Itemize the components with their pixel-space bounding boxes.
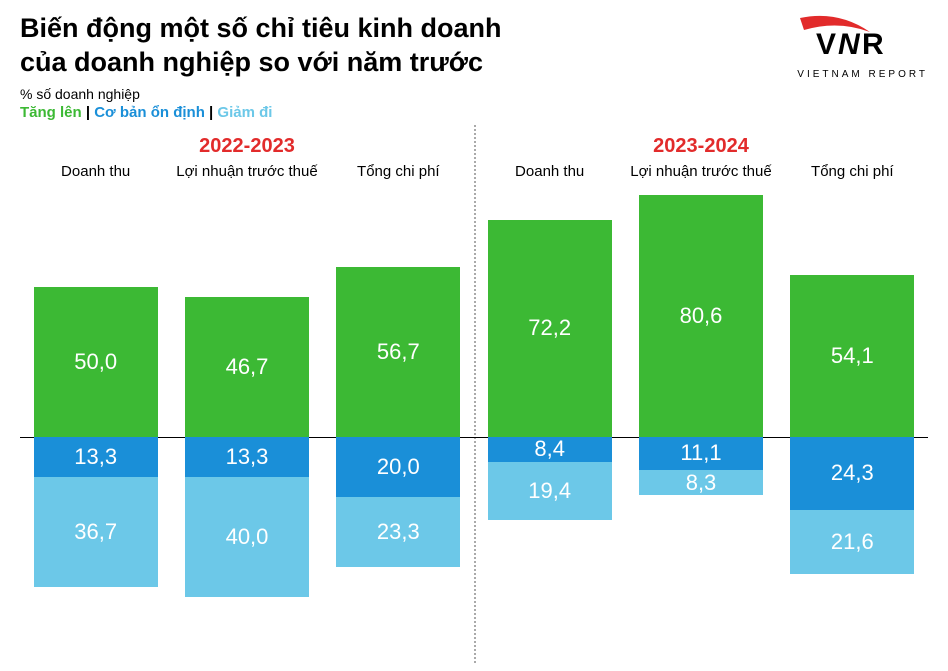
bar-segment-decrease: 23,3 [336,497,460,567]
bar-value-increase: 56,7 [377,339,420,365]
bar-segment-increase: 72,2 [488,220,612,437]
category-label: Doanh thu [474,163,625,180]
legend-decrease: Giảm đi [217,104,272,121]
bar-value-increase: 50,0 [74,349,117,375]
bar-segment-stable: 11,1 [639,437,763,470]
header: Biến động một số chỉ tiêu kinh doanh của… [20,12,928,121]
legend-stable: Cơ bản ổn định [94,104,205,121]
bar-column: 46,7 13,3 40,0 [185,187,309,663]
bar-value-stable: 11,1 [680,440,721,466]
bar-segment-decrease: 21,6 [790,510,914,575]
bar-segment-decrease: 40,0 [185,477,309,597]
logo-subtitle: VIETNAM REPORT [797,69,928,80]
bar-value-stable: 20,0 [377,454,420,480]
title-line2: của doanh nghiệp so với năm trước [20,47,483,77]
bar-segment-stable: 13,3 [185,437,309,477]
subtitle: % số doanh nghiệp [20,86,502,102]
bar-segment-stable: 20,0 [336,437,460,497]
category-label: Tổng chi phí [323,163,474,180]
bar-value-decrease: 21,6 [831,529,874,555]
bar-value-decrease: 19,4 [528,478,571,504]
bar-column: 56,7 20,0 23,3 [336,187,460,663]
bar-value-stable: 8,4 [534,436,565,462]
bar-column: 80,6 11,1 8,3 [639,187,763,663]
bar-column: 50,0 13,3 36,7 [34,187,158,663]
bar-column: 72,2 8,4 19,4 [488,187,612,663]
logo-icon: V N R [798,14,928,62]
bar-segment-increase: 56,7 [336,267,460,437]
logo-text: N [838,28,861,61]
category-label: Lợi nhuận trước thuế [625,163,776,180]
bar-segment-stable: 24,3 [790,437,914,510]
bar-value-increase: 46,7 [226,354,269,380]
bar-segment-decrease: 8,3 [639,470,763,495]
period-label: 2022-2023 [20,135,474,158]
legend-increase: Tăng lên [20,104,82,121]
legend: Tăng lên | Cơ bản ổn định | Giảm đi [20,104,502,121]
title-block: Biến động một số chỉ tiêu kinh doanh của… [20,12,502,121]
bar-column: 54,1 24,3 21,6 [790,187,914,663]
bar-value-stable: 13,3 [74,444,117,470]
bar-segment-increase: 80,6 [639,195,763,437]
bar-segment-increase: 54,1 [790,275,914,437]
period-divider [474,125,476,663]
logo-text: R [862,28,884,61]
bar-segment-increase: 46,7 [185,297,309,437]
bar-segment-stable: 8,4 [488,437,612,462]
bar-segment-increase: 50,0 [34,287,158,437]
bar-value-stable: 13,3 [226,444,269,470]
category-label: Tổng chi phí [777,163,928,180]
bar-value-increase: 72,2 [528,315,571,341]
bar-value-stable: 24,3 [831,460,874,486]
legend-separator: | [86,104,94,121]
bar-segment-decrease: 19,4 [488,462,612,520]
category-label: Lợi nhuận trước thuế [171,163,322,180]
chart-area: 2022-20232023-2024 Doanh thuLợi nhuận tr… [20,135,928,663]
title-line1: Biến động một số chỉ tiêu kinh doanh [20,13,502,43]
bar-value-decrease: 36,7 [74,519,117,545]
bar-segment-decrease: 36,7 [34,477,158,587]
bar-value-decrease: 8,3 [686,470,717,496]
bar-value-decrease: 23,3 [377,519,420,545]
bar-value-decrease: 40,0 [226,524,269,550]
logo: V N R VIETNAM REPORT [797,14,928,80]
category-label: Doanh thu [20,163,171,180]
bar-value-increase: 80,6 [680,303,723,329]
logo-text: V [816,28,836,61]
chart-title: Biến động một số chỉ tiêu kinh doanh của… [20,12,502,80]
bar-value-increase: 54,1 [831,343,874,369]
bar-segment-stable: 13,3 [34,437,158,477]
period-label: 2023-2024 [474,135,928,158]
